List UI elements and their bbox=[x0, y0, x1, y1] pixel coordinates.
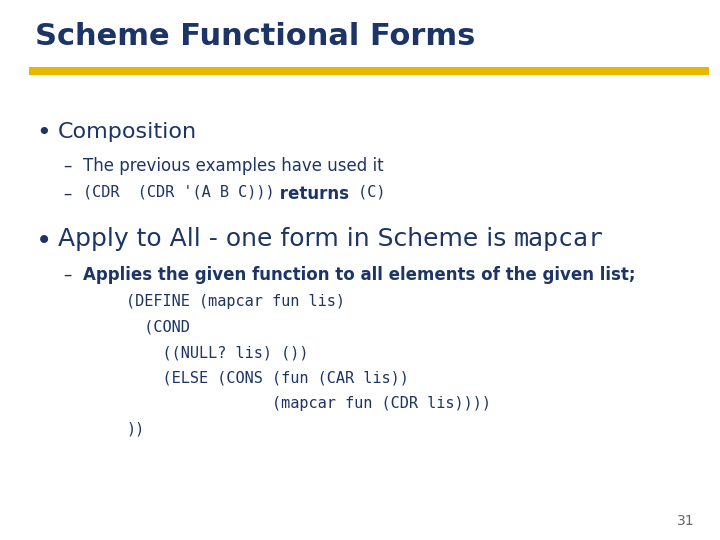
Text: Composition: Composition bbox=[58, 122, 197, 141]
Text: mapcar: mapcar bbox=[514, 227, 604, 251]
Text: Applies the given function to all elements of the given list;: Applies the given function to all elemen… bbox=[83, 266, 635, 284]
Text: Scheme Functional Forms: Scheme Functional Forms bbox=[35, 22, 475, 51]
Text: ((NULL? lis) ()): ((NULL? lis) ()) bbox=[126, 345, 308, 360]
Text: (mapcar fun (CDR lis)))): (mapcar fun (CDR lis)))) bbox=[126, 396, 491, 411]
Text: Apply to All - one form in Scheme is: Apply to All - one form in Scheme is bbox=[58, 227, 514, 251]
Bar bbox=[29, 68, 709, 75]
Text: •: • bbox=[36, 227, 53, 255]
Text: 31: 31 bbox=[678, 514, 695, 528]
Text: (CDR  (CDR '(A B C))): (CDR (CDR '(A B C))) bbox=[83, 185, 274, 200]
Text: (COND: (COND bbox=[126, 320, 190, 335]
Text: –: – bbox=[63, 185, 72, 202]
Text: (ELSE (CONS (fun (CAR lis)): (ELSE (CONS (fun (CAR lis)) bbox=[126, 370, 409, 386]
Text: returns: returns bbox=[274, 185, 349, 202]
Text: •: • bbox=[36, 122, 50, 145]
Text: (C): (C) bbox=[349, 185, 386, 200]
Text: (DEFINE (mapcar fun lis): (DEFINE (mapcar fun lis) bbox=[126, 294, 345, 309]
Text: –: – bbox=[63, 266, 72, 284]
Text: –: – bbox=[63, 157, 72, 174]
Text: )): )) bbox=[126, 421, 144, 436]
Text: The previous examples have used it: The previous examples have used it bbox=[83, 157, 384, 174]
